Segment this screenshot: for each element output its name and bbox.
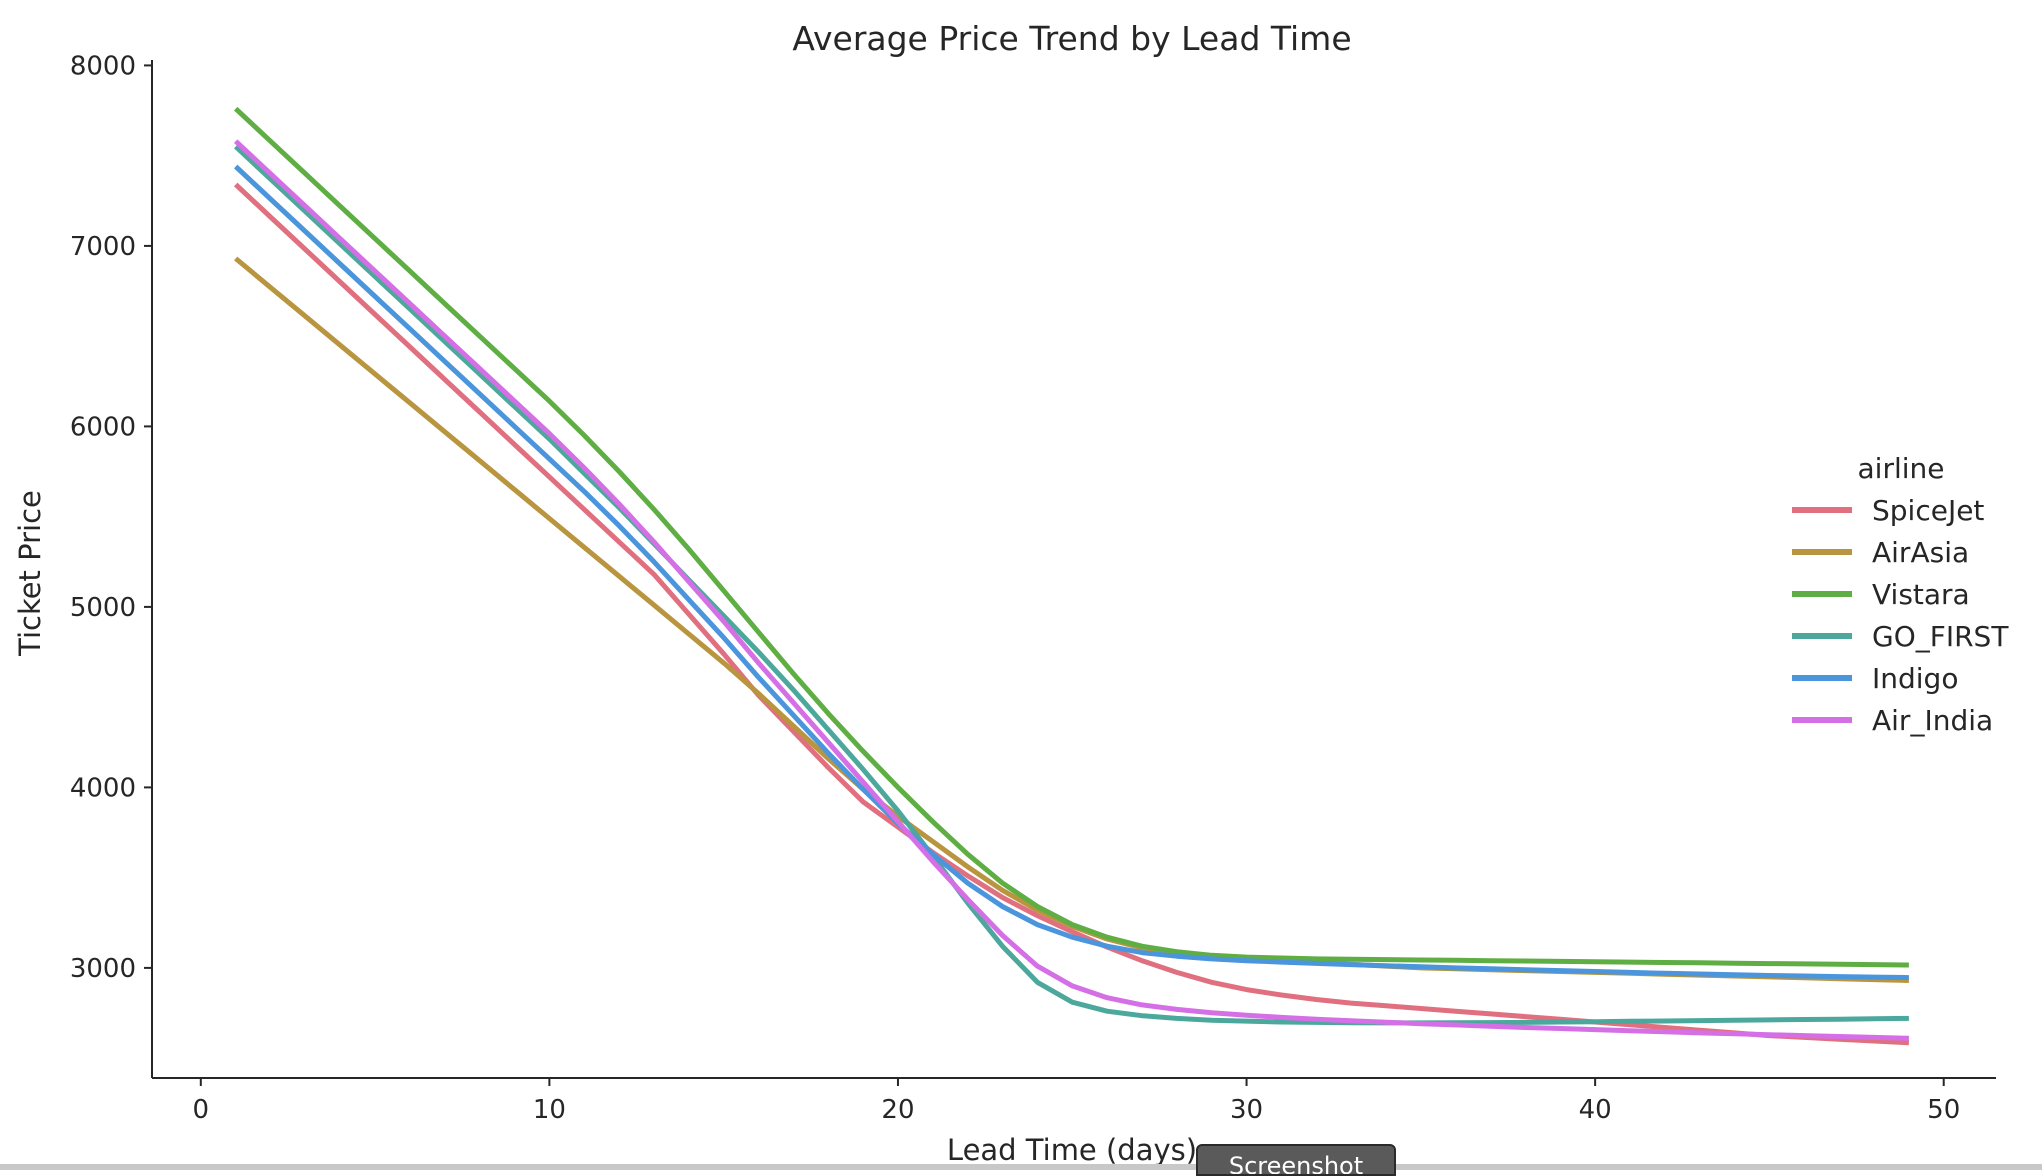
x-tick-label: 50 (1927, 1095, 1960, 1125)
legend-label-airasia: AirAsia (1872, 536, 1969, 569)
x-tick-label: 20 (881, 1095, 914, 1125)
chart-legend: airline SpiceJet AirAsia Vistara GO_FIRST In… (1792, 452, 2009, 737)
chart-title: Average Price Trend by Lead Time (792, 19, 1351, 58)
legend-label-air-india: Air_India (1872, 704, 1993, 737)
x-axis-title: Lead Time (days) (947, 1133, 1197, 1167)
y-tick-label: 8000 (70, 51, 136, 81)
x-tick-label: 10 (533, 1095, 566, 1125)
y-axis-title: Ticket Price (13, 490, 47, 657)
y-tick-label: 6000 (70, 412, 136, 442)
x-tick-label: 0 (193, 1095, 210, 1125)
y-tick-label: 3000 (70, 954, 136, 984)
legend-title: airline (1858, 452, 1945, 485)
legend-label-vistara: Vistara (1872, 578, 1970, 611)
screenshot-button[interactable]: Screenshot (1196, 1144, 1396, 1176)
legend-label-spicejet: SpiceJet (1872, 494, 1984, 527)
series-line-air-india (233, 139, 1909, 1041)
chart-axes: 3000 4000 5000 6000 7000 8000 0 10 20 30 40 50 (70, 51, 1996, 1125)
x-tick-label: 30 (1230, 1095, 1263, 1125)
legend-label-indigo: Indigo (1872, 662, 1958, 695)
series-line-indigo (233, 164, 1909, 981)
x-tick-label: 40 (1579, 1095, 1612, 1125)
series-line-go-first (233, 144, 1909, 1026)
window-bottom-bar (0, 1164, 2042, 1170)
series-line-airasia (234, 256, 1909, 983)
legend-label-go-first: GO_FIRST (1872, 620, 2009, 653)
y-tick-label: 4000 (70, 773, 136, 803)
series-line-spicejet (233, 182, 1910, 1046)
y-tick-label: 5000 (70, 593, 136, 623)
y-tick-label: 7000 (70, 232, 136, 262)
series-line-vistara (233, 106, 1909, 968)
chart-series-lines (233, 106, 1910, 1046)
